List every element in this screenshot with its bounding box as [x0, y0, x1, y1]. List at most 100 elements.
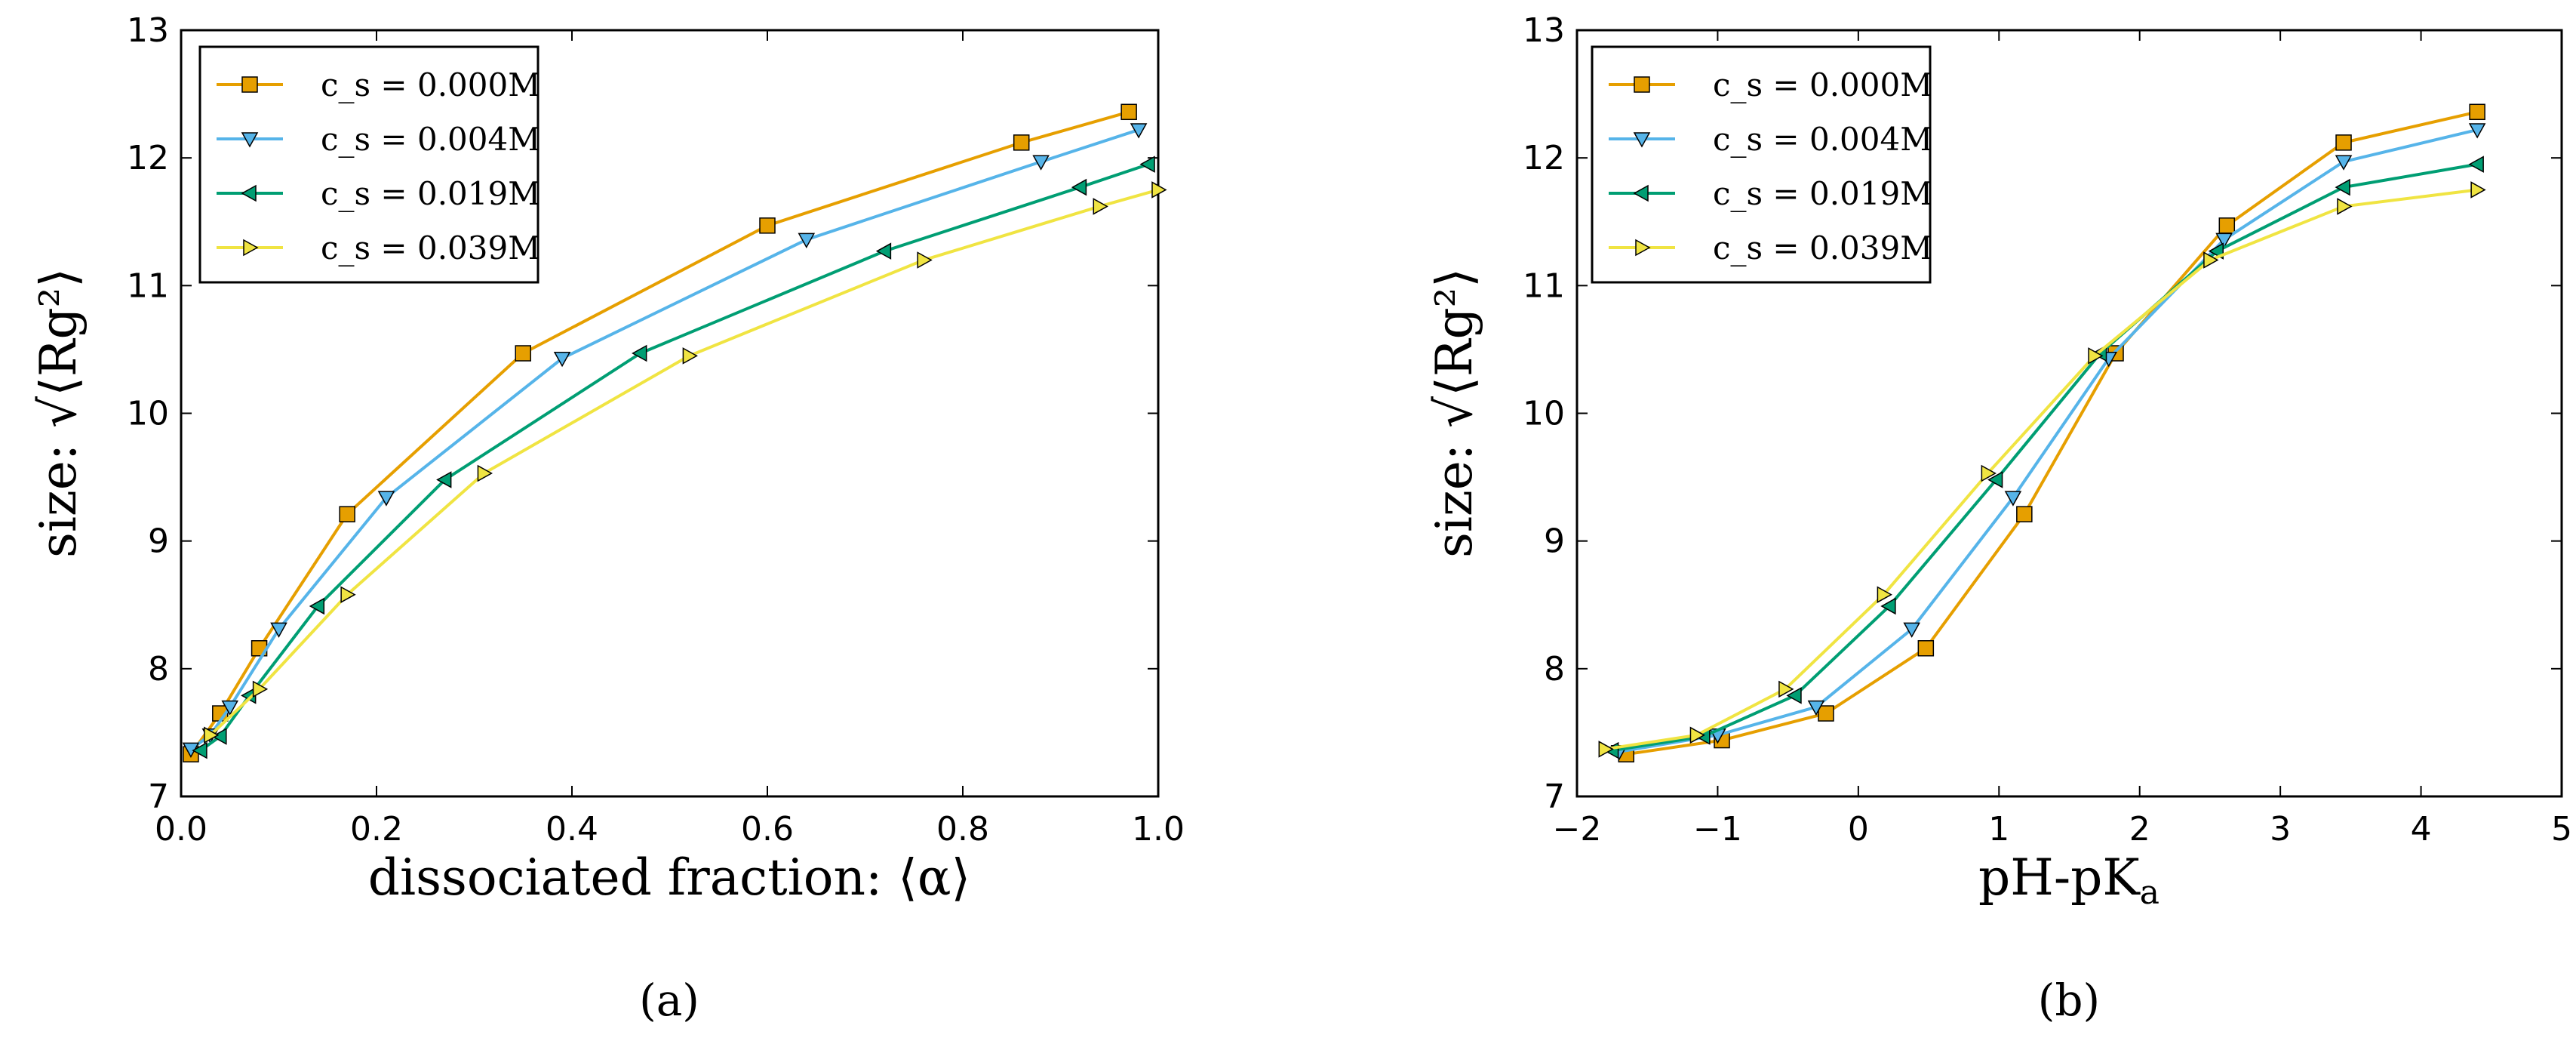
series-c0039 — [1598, 181, 2486, 758]
data-point — [1987, 471, 2003, 488]
x-tick-label: 4 — [2411, 810, 2432, 849]
x-tick-label: 0.6 — [741, 810, 794, 849]
x-tick-label: −2 — [1553, 810, 1602, 849]
data-point — [1877, 586, 1892, 603]
x-tick-label: 1 — [1988, 810, 2009, 849]
data-point — [2016, 506, 2033, 522]
data-point — [2088, 347, 2104, 365]
data-point — [632, 344, 647, 362]
data-point — [2470, 181, 2486, 199]
data-point — [2335, 178, 2350, 196]
x-axis-label-a: dissociated fraction: ⟨α⟩ — [368, 849, 971, 907]
y-tick-label: 13 — [1523, 11, 1565, 50]
data-point — [339, 506, 355, 522]
data-point — [192, 741, 207, 759]
series-line — [209, 188, 1159, 737]
y-tick-label: 9 — [148, 522, 169, 561]
legend-label: c_s = 0.019M — [1713, 175, 1932, 212]
x-tick-label: 0.0 — [155, 810, 207, 849]
data-point — [1807, 700, 1825, 716]
legend-label: c_s = 0.004M — [321, 121, 540, 158]
data-point — [682, 347, 698, 365]
y-tick-label: 10 — [127, 395, 169, 433]
legend-marker — [241, 184, 257, 202]
data-point — [1130, 123, 1148, 139]
data-point — [917, 251, 933, 269]
data-point — [2004, 491, 2022, 507]
x-tick-label: 3 — [2270, 810, 2291, 849]
data-point — [2218, 217, 2236, 234]
data-point — [2337, 198, 2353, 215]
y-tick-label: 7 — [1544, 778, 1565, 816]
y-tick-label: 11 — [1523, 266, 1565, 305]
data-point — [2469, 103, 2485, 121]
data-point — [2335, 155, 2353, 171]
legend-label: c_s = 0.019M — [321, 175, 540, 212]
data-point — [1151, 181, 1167, 199]
y-tick-label: 13 — [127, 11, 169, 50]
series-c0019 — [1603, 156, 2484, 759]
data-point — [1013, 134, 1030, 151]
data-point — [1981, 464, 1997, 482]
data-point — [211, 728, 227, 745]
series-c0000 — [1618, 103, 2485, 762]
data-point — [204, 726, 220, 744]
y-axis-label-a: size: √⟨Rg²⟩ — [29, 268, 88, 558]
legend-label: c_s = 0.000M — [1713, 66, 1932, 103]
data-point — [798, 233, 816, 248]
data-point — [1778, 680, 1794, 698]
subfigure-label-a: (a) — [639, 975, 699, 1026]
chart-panel-a: 0.0 0.2 0.4 0.6 0.8 1.0 7 8 9 10 11 12 13 c_s = 0.00… — [29, 11, 1185, 1026]
data-point — [1139, 156, 1155, 173]
legend-marker — [241, 76, 258, 93]
data-point — [252, 680, 269, 698]
subfigure-label-b: (b) — [2038, 975, 2100, 1026]
y-tick-label: 10 — [1523, 395, 1565, 433]
data-point — [1818, 705, 1834, 722]
x-tick-label: 1.0 — [1132, 810, 1185, 849]
data-point — [875, 242, 892, 260]
data-point — [1689, 726, 1706, 744]
legend-label: c_s = 0.039M — [321, 229, 540, 266]
data-point — [1120, 103, 1137, 121]
x-tick-label: 5 — [2551, 810, 2572, 849]
data-point — [1032, 155, 1050, 171]
data-point — [1093, 198, 1108, 215]
series-c0019 — [192, 156, 1155, 759]
legend-label: c_s = 0.039M — [1713, 229, 1932, 266]
legend-marker — [243, 239, 259, 257]
data-point — [1786, 687, 1802, 704]
data-point — [309, 597, 325, 615]
legend-marker — [241, 132, 259, 148]
series-c0039 — [204, 181, 1167, 744]
legend-b: c_s = 0.000M c_s = 0.004M c_s = 0.019M c_s … — [1591, 45, 1932, 284]
data-point — [1880, 597, 1896, 615]
legend-marker — [1633, 132, 1651, 148]
legend-label: c_s = 0.004M — [1713, 121, 1932, 158]
y-tick-label: 7 — [148, 778, 169, 816]
data-point — [221, 700, 239, 716]
data-point — [477, 464, 493, 482]
data-point — [2468, 123, 2486, 139]
x-tick-label: 0.4 — [546, 810, 598, 849]
data-point — [2468, 156, 2484, 173]
data-point — [553, 352, 571, 368]
data-point — [377, 491, 395, 507]
x-tick-label: 0 — [1848, 810, 1869, 849]
legend-marker — [1635, 239, 1651, 257]
x-tick-label: 2 — [2129, 810, 2150, 849]
y-tick-label: 12 — [127, 139, 169, 177]
x-axis-label-b: pH-pKa — [1978, 849, 2159, 912]
data-point — [2335, 134, 2352, 151]
data-point — [759, 217, 776, 234]
data-point — [1903, 622, 1920, 638]
data-point — [515, 345, 531, 362]
y-tick-label: 12 — [1523, 139, 1565, 177]
legend-marker — [1633, 184, 1649, 202]
legend-marker — [1634, 76, 1650, 93]
data-point — [1598, 741, 1614, 758]
x-axis-label-b-main: pH-pK — [1978, 849, 2141, 907]
data-point — [1071, 178, 1087, 196]
